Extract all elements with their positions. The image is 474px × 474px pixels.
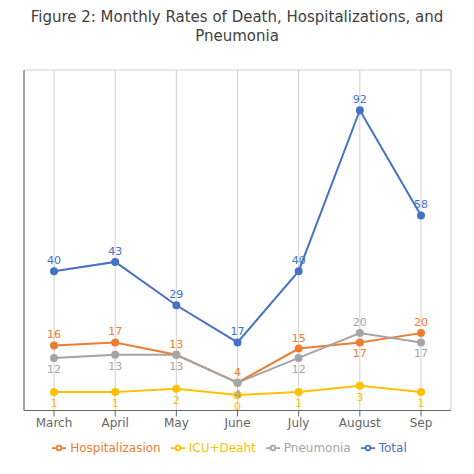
- svg-text:April: April: [101, 416, 128, 430]
- svg-text:17: 17: [108, 325, 122, 338]
- svg-text:13: 13: [108, 360, 122, 373]
- svg-text:13: 13: [169, 338, 183, 351]
- svg-text:15: 15: [292, 332, 306, 345]
- svg-text:17: 17: [231, 325, 245, 338]
- svg-text:2: 2: [173, 394, 180, 407]
- html-text:Figure 2: Monthly Rates of Dea: Figure 2: Monthly Rates of Death, Hospit…: [30, 8, 444, 26]
- svg-text:17: 17: [414, 347, 428, 360]
- svg-text:12: 12: [292, 363, 306, 376]
- svg-text:3: 3: [356, 391, 363, 404]
- html-text:ICU+Deaht: ICU+Deaht: [188, 440, 256, 455]
- html-text:Pneumonia: Pneumonia: [283, 440, 351, 455]
- svg-text:0: 0: [234, 400, 241, 413]
- html-text:Total: Total: [378, 440, 407, 455]
- svg-text:June: June: [223, 416, 250, 430]
- svg-text:92: 92: [353, 93, 367, 106]
- svg-text:20: 20: [414, 316, 428, 329]
- svg-text:4: 4: [234, 366, 241, 379]
- svg-text:12: 12: [47, 363, 61, 376]
- svg-text:1: 1: [295, 397, 302, 410]
- svg-text:43: 43: [108, 245, 122, 258]
- html-text:Hospitalizasion: Hospitalizasion: [70, 440, 161, 455]
- html-text:Pneumonia: Pneumonia: [195, 27, 279, 45]
- svg-text:13: 13: [169, 360, 183, 373]
- svg-text:Sep: Sep: [410, 416, 433, 430]
- svg-text:40: 40: [292, 254, 306, 267]
- svg-text:16: 16: [47, 328, 61, 341]
- svg-text:29: 29: [169, 288, 183, 301]
- svg-text:1: 1: [51, 397, 58, 410]
- svg-text:40: 40: [47, 254, 61, 267]
- svg-text:1: 1: [418, 397, 425, 410]
- svg-text:July: July: [287, 416, 310, 430]
- svg-text:March: March: [36, 416, 73, 430]
- svg-text:May: May: [164, 416, 189, 430]
- svg-text:58: 58: [414, 198, 428, 211]
- svg-text:20: 20: [353, 316, 367, 329]
- svg-text:4: 4: [234, 388, 241, 401]
- svg-text:August: August: [339, 416, 381, 430]
- svg-text:1: 1: [112, 397, 119, 410]
- svg-text:17: 17: [353, 347, 367, 360]
